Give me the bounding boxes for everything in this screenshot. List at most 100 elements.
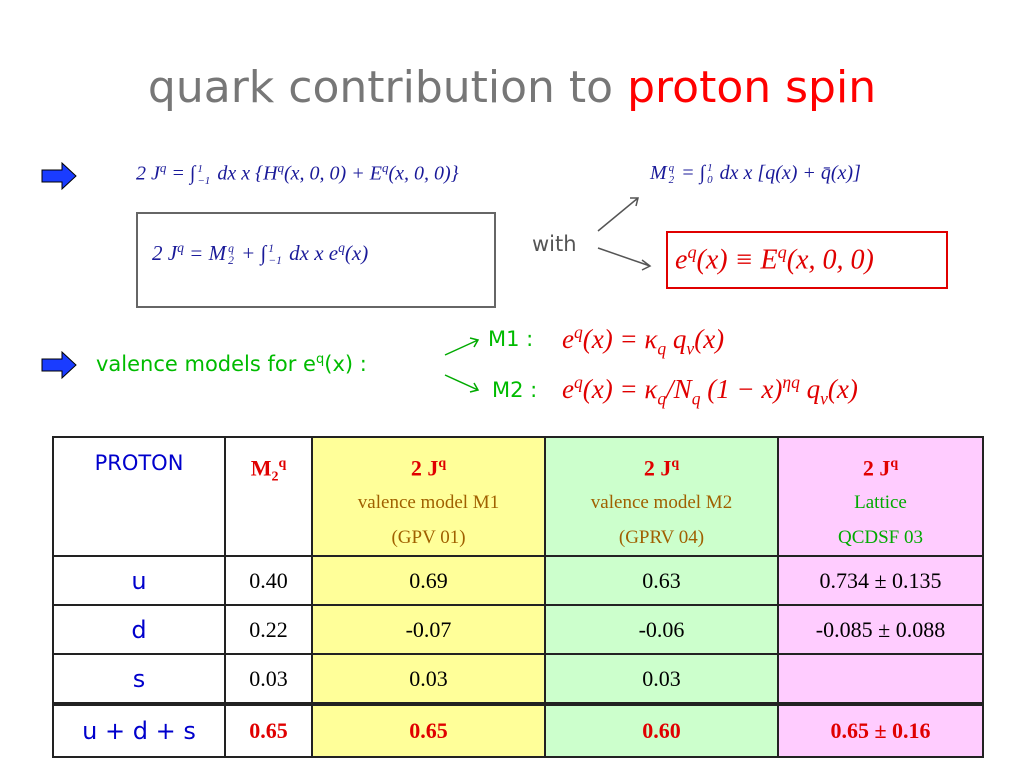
formula-text: e bbox=[562, 374, 574, 404]
formula: eq(x) ≡ Eq(x, 0, 0) bbox=[675, 242, 874, 276]
formula-box-red bbox=[666, 231, 948, 289]
model-label: M1 : bbox=[488, 327, 534, 351]
formula: 2 Jq = ∫ 1 −1 dx x {Hq(x, 0, 0) + Eq(x, 0,… bbox=[136, 160, 459, 187]
table-row: u + d + s 0.65 0.65 0.60 0.65 ± 0.16 bbox=[52, 702, 984, 759]
subscript: q bbox=[657, 338, 667, 359]
header-cell: PROTON bbox=[52, 435, 226, 558]
formula-text: (x) bbox=[344, 241, 369, 265]
formula-text: dx x e bbox=[283, 241, 339, 265]
formula-text: (x) = κ bbox=[582, 324, 658, 354]
cell-value: 0.60 bbox=[642, 718, 681, 744]
cell-value: 0.22 bbox=[249, 616, 288, 642]
table-cell: 0.40 bbox=[224, 555, 313, 607]
table-cell: 0.22 bbox=[224, 604, 313, 656]
table-cell: 0.734 ± 0.135 bbox=[777, 555, 984, 607]
cell-value: -0.07 bbox=[405, 616, 452, 642]
formula-text: = ∫ bbox=[676, 162, 706, 184]
formula-text: (x, 0, 0)} bbox=[388, 162, 459, 185]
valence-label: valence models for eq(x) : bbox=[96, 352, 367, 376]
cell-value: 0.63 bbox=[642, 567, 681, 593]
with-arrows bbox=[597, 197, 652, 271]
table-cell bbox=[777, 653, 984, 706]
cell-value: 0.03 bbox=[409, 665, 448, 691]
row-label: u + d + s bbox=[82, 717, 196, 746]
row-label: s bbox=[132, 664, 146, 693]
model-arrows bbox=[444, 337, 480, 393]
with-label: with bbox=[532, 232, 577, 256]
table-cell: u + d + s bbox=[52, 702, 226, 759]
header-main: 2 J bbox=[862, 455, 891, 481]
title-highlight: proton spin bbox=[627, 62, 877, 113]
formula: eq(x) = κq/Nq (1 − x)ηq qv(x) bbox=[562, 372, 858, 409]
formula-text: q bbox=[666, 324, 687, 354]
model-label: M2 : bbox=[492, 378, 538, 402]
limit-upper: 1 bbox=[197, 162, 203, 175]
subscript: v bbox=[686, 338, 695, 359]
cell-value: -0.085 ± 0.088 bbox=[815, 616, 946, 642]
header-cell: M2q bbox=[224, 435, 313, 558]
limit-lower: 2 bbox=[228, 255, 234, 268]
header-title: 2 Jq bbox=[546, 446, 777, 485]
limit-lower: −1 bbox=[197, 175, 211, 188]
subscript: q bbox=[657, 388, 667, 409]
limit-upper: 1 bbox=[268, 242, 275, 255]
formula-text: (x) bbox=[694, 324, 725, 354]
cell-value: 0.40 bbox=[249, 567, 288, 593]
superscript: q bbox=[338, 240, 345, 255]
header-title: M2q bbox=[226, 446, 311, 495]
superscript: q bbox=[573, 322, 583, 342]
table-cell: 0.69 bbox=[311, 555, 546, 607]
table-cell: 0.03 bbox=[311, 653, 546, 706]
cell-value: 0.03 bbox=[642, 665, 681, 691]
formula-text: dx x {H bbox=[212, 162, 278, 185]
row-label: u bbox=[131, 566, 147, 595]
table-cell: d bbox=[52, 604, 226, 656]
header-cell: 2 Jq valence model M1 (GPV 01) bbox=[311, 435, 546, 558]
results-table: PROTON M2q 2 Jq valence model M1 (GPV 01) 2 J… bbox=[52, 435, 984, 759]
formula-text: 2 J bbox=[152, 241, 178, 265]
superscript: q bbox=[687, 242, 697, 262]
superscript: q bbox=[777, 242, 787, 262]
formula-text: M bbox=[650, 162, 667, 184]
table-cell: 0.60 bbox=[544, 702, 779, 759]
formula-text: 2 J bbox=[136, 162, 160, 185]
limit-lower: 2 bbox=[668, 174, 675, 187]
cell-value: 0.65 ± 0.16 bbox=[830, 718, 931, 744]
formula-text: (x) bbox=[827, 374, 858, 404]
limit-upper: q bbox=[668, 162, 675, 175]
table-cell: 0.65 bbox=[224, 702, 313, 759]
header-line: Lattice bbox=[854, 492, 907, 514]
limits: 1 −1 bbox=[268, 243, 282, 268]
formula-text: (x) ≡ E bbox=[696, 244, 778, 276]
table-cell: -0.085 ± 0.088 bbox=[777, 604, 984, 656]
header-sup: q bbox=[438, 456, 447, 471]
formula-text: e bbox=[675, 244, 688, 276]
valence-sup: q bbox=[315, 352, 325, 367]
superscript: q bbox=[381, 160, 389, 175]
header-line: (GPV 01) bbox=[391, 527, 466, 549]
superscript: q bbox=[573, 372, 583, 392]
cell-value: 0.03 bbox=[249, 665, 288, 691]
row-label: d bbox=[131, 615, 147, 644]
formula-text: e bbox=[562, 324, 574, 354]
formula-text: dx x [q(x) + q̄(x)] bbox=[714, 162, 861, 184]
subscript: q bbox=[691, 388, 701, 409]
header-sub: 2 bbox=[271, 469, 279, 485]
table-row: s 0.03 0.03 0.03 bbox=[52, 653, 984, 706]
formula: eq(x) = κq qv(x) bbox=[562, 322, 724, 359]
cell-value: 0.65 bbox=[249, 718, 288, 744]
table-cell: 0.65 bbox=[311, 702, 546, 759]
limit-upper: q bbox=[228, 242, 234, 255]
bullet-arrow bbox=[41, 350, 77, 380]
table-cell: 0.63 bbox=[544, 555, 779, 607]
header-sup: q bbox=[890, 456, 899, 471]
formula-text: = ∫ bbox=[166, 162, 196, 185]
title: quark contribution to proton spin bbox=[0, 62, 1024, 113]
formula-text: = M bbox=[183, 241, 227, 265]
superscript: q bbox=[277, 160, 285, 175]
superscript: q bbox=[159, 160, 167, 175]
